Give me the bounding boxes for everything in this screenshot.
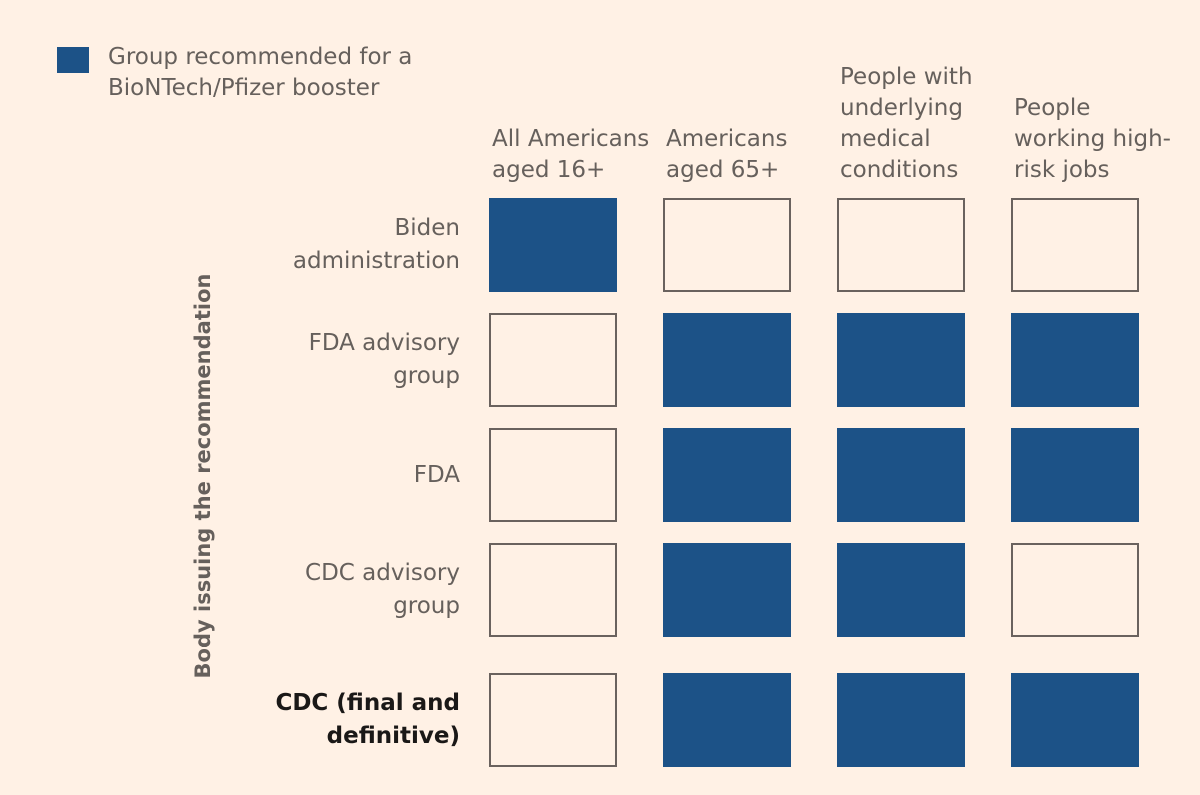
row-label: CDC advisory group — [305, 560, 460, 619]
cell-recommended — [663, 428, 791, 522]
cell-recommended — [663, 543, 791, 637]
column-header: All Americans aged 16+ — [492, 126, 650, 183]
row-label: FDA advisory group — [308, 330, 460, 389]
cell-recommended — [1011, 428, 1139, 522]
column-header: People working high-risk jobs — [1014, 95, 1171, 183]
cell-not-recommended — [489, 543, 617, 637]
cell-recommended — [837, 543, 965, 637]
cell-recommended — [1011, 673, 1139, 767]
cell-recommended — [837, 428, 965, 522]
cell-recommended — [837, 313, 965, 407]
y-axis-title: Body issuing the recommendation — [191, 273, 215, 679]
cell-recommended — [663, 313, 791, 407]
cell-not-recommended — [837, 198, 965, 292]
cell-not-recommended — [1011, 543, 1139, 637]
legend-label: Group recommended for a BioNTech/Pfizer … — [108, 44, 413, 101]
column-header: Americans aged 65+ — [666, 126, 788, 183]
cell-recommended — [489, 198, 617, 292]
cell-recommended — [663, 673, 791, 767]
column-header: People with underlying medical condition… — [840, 64, 973, 183]
legend-swatch — [57, 47, 89, 73]
cell-recommended — [837, 673, 965, 767]
cell-not-recommended — [489, 313, 617, 407]
row-label: FDA — [413, 461, 460, 488]
cell-not-recommended — [663, 198, 791, 292]
row-label: Biden administration — [292, 215, 460, 274]
cell-not-recommended — [1011, 198, 1139, 292]
cell-recommended — [1011, 313, 1139, 407]
cell-not-recommended — [489, 673, 617, 767]
cell-not-recommended — [489, 428, 617, 522]
row-label: CDC (final and definitive) — [275, 690, 460, 749]
